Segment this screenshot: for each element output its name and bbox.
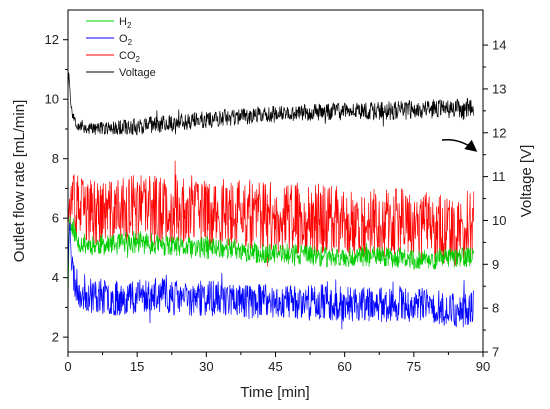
- y-left-tick-label: 4: [52, 270, 59, 285]
- y-right-tick-label: 14: [492, 38, 506, 53]
- y-axis-left: 2 4 6 8 10 12: [45, 32, 68, 345]
- legend-label-subscript: 2: [136, 55, 141, 64]
- legend-label-voltage: Voltage: [119, 67, 156, 79]
- legend-label-base: H: [119, 16, 127, 28]
- legend-label-o2: O2: [119, 33, 133, 47]
- y-right-tick-label: 10: [492, 213, 506, 228]
- y-left-tick-label: 2: [52, 330, 59, 345]
- x-tick-label: 90: [476, 359, 490, 374]
- y-right-tick-label: 13: [492, 81, 506, 96]
- y-axis-right-title: Voltage [V]: [518, 145, 535, 218]
- x-tick-label: 0: [64, 359, 71, 374]
- x-axis: 0 15 30 45 60 75 90: [64, 352, 490, 374]
- legend-label-co2: CO2: [119, 50, 141, 64]
- legend-label-base: CO: [119, 50, 136, 62]
- y-right-tick-label: 9: [492, 257, 499, 272]
- series-o2-line: [68, 222, 475, 330]
- y-left-tick-label: 12: [45, 32, 59, 47]
- series-layer: [68, 72, 475, 330]
- x-tick-label: 60: [337, 359, 351, 374]
- y-right-tick-label: 8: [492, 301, 499, 316]
- legend-label-subscript: 2: [128, 38, 133, 47]
- series-h2-line: [68, 216, 475, 308]
- x-tick-label: 30: [199, 359, 213, 374]
- y-right-tick-label: 7: [492, 345, 499, 360]
- y-right-tick-label: 11: [492, 169, 506, 184]
- y-right-tick-label: 12: [492, 125, 506, 140]
- y-left-tick-label: 8: [52, 151, 59, 166]
- legend-label-base: Voltage: [119, 67, 156, 79]
- x-tick-label: 45: [268, 359, 282, 374]
- voltage-axis-arrow: [441, 138, 478, 152]
- y-left-tick-label: 10: [45, 92, 59, 107]
- legend-label-base: O: [119, 33, 128, 45]
- x-axis-title: Time [min]: [240, 384, 309, 401]
- y-left-tick-label: 6: [52, 211, 59, 226]
- y-axis-left-title: Outlet flow rate [mL/min]: [11, 100, 28, 263]
- series-co2-line: [68, 160, 475, 267]
- x-tick-label: 15: [130, 359, 144, 374]
- y-axis-right: 7 8 9 10 11 12 13 14: [483, 38, 506, 360]
- legend-label-subscript: 2: [127, 21, 132, 30]
- x-tick-label: 75: [407, 359, 421, 374]
- series-voltage-line: [68, 72, 475, 136]
- legend-label-h2: H2: [119, 16, 132, 30]
